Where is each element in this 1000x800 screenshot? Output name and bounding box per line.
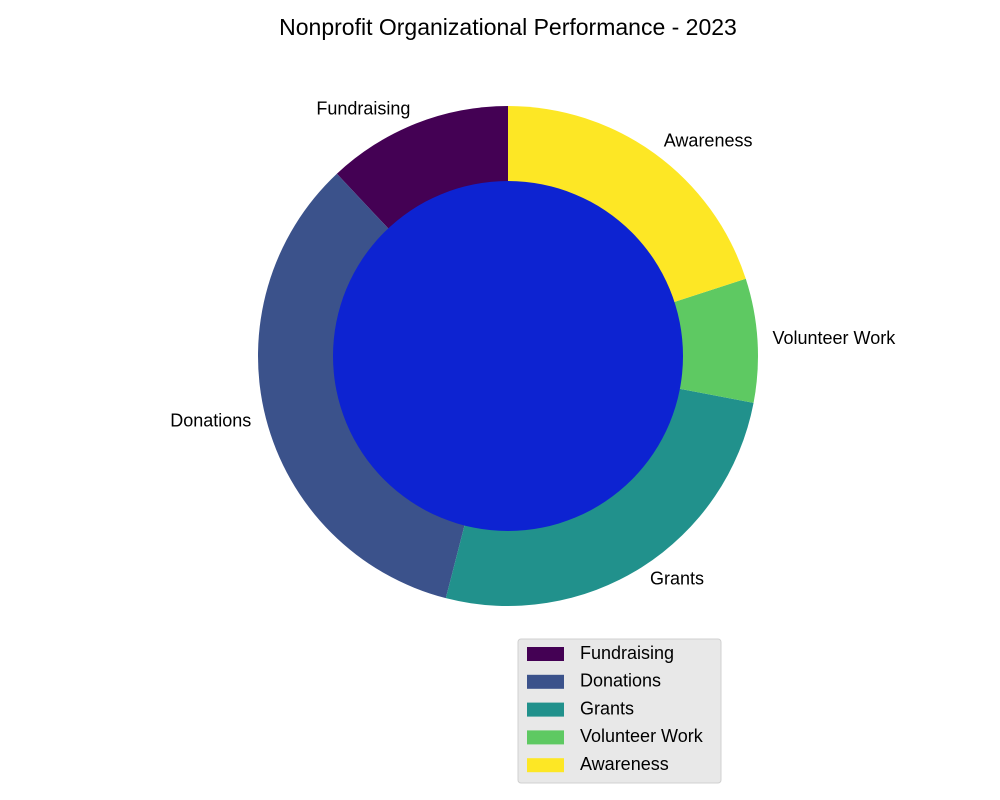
legend-swatch-grants [527, 702, 564, 717]
legend-label-awareness: Awareness [580, 754, 669, 774]
legend-label-volunteer-work: Volunteer Work [580, 726, 704, 746]
legend-label-fundraising: Fundraising [580, 643, 674, 663]
legend-swatch-donations [527, 674, 564, 689]
legend-swatch-volunteer-work [527, 730, 564, 745]
legend-swatch-fundraising [527, 647, 564, 661]
chart-title: Nonprofit Organizational Performance - 2… [279, 14, 737, 40]
legend-label-donations: Donations [580, 671, 661, 691]
legend-frame [517, 638, 722, 784]
legend-label-grants: Grants [580, 698, 634, 718]
donut-center [333, 181, 683, 531]
slice-label-fundraising: Fundraising [316, 98, 410, 118]
legend: Fundraising Donations Grants Volunteer Work… [517, 638, 722, 784]
slice-label-donations: Donations [170, 411, 251, 431]
slice-label-volunteer-work: Volunteer Work [772, 328, 896, 348]
legend-items: Fundraising Donations Grants Volunteer Work… [527, 643, 704, 774]
slice-label-awareness: Awareness [664, 130, 753, 150]
legend-swatch-awareness [527, 758, 564, 773]
slice-labels: Fundraising Donations Grants Volunteer Work… [170, 98, 896, 588]
slice-label-grants: Grants [650, 568, 704, 588]
